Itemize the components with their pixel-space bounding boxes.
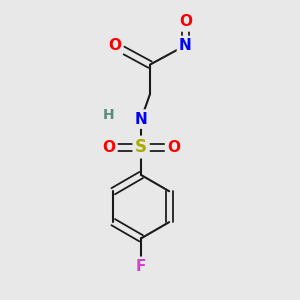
Text: O: O [108,38,121,53]
Text: H: H [103,108,115,122]
Text: O: O [167,140,180,154]
Text: S: S [135,138,147,156]
Text: N: N [179,38,192,53]
Text: N: N [135,112,148,127]
Text: F: F [136,259,146,274]
Text: O: O [179,14,192,29]
Text: O: O [102,140,115,154]
